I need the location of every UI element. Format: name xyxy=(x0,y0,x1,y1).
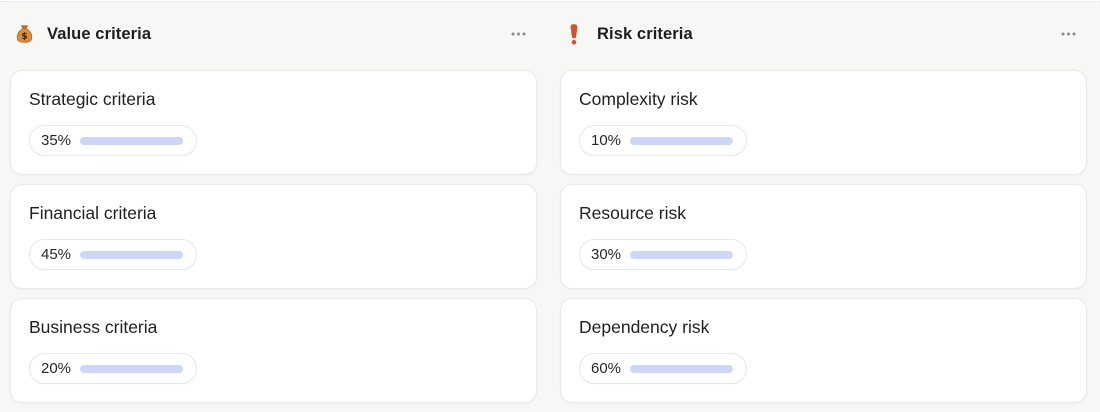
card-list: Complexity risk 10% Resource risk 30% xyxy=(560,70,1087,403)
money-bag-icon: $ xyxy=(12,22,36,46)
percent-label: 10% xyxy=(591,132,622,149)
column-title: Risk criteria xyxy=(597,24,693,43)
column-risk-criteria: Risk criteria Complexity risk 10% xyxy=(560,16,1087,403)
progress-bar xyxy=(630,136,734,145)
card-strategic-criteria[interactable]: Strategic criteria 35% xyxy=(10,70,537,175)
exclamation-mark-icon xyxy=(562,22,586,46)
ellipsis-icon xyxy=(511,32,525,36)
card-title: Complexity risk xyxy=(579,89,698,109)
column-menu-button[interactable] xyxy=(1055,22,1081,46)
percent-label: 30% xyxy=(591,246,622,263)
percent-label: 20% xyxy=(41,360,72,377)
card-business-criteria[interactable]: Business criteria 20% xyxy=(10,298,537,403)
svg-text:$: $ xyxy=(21,31,27,42)
card-title: Financial criteria xyxy=(29,203,157,223)
progress-bar xyxy=(80,250,184,259)
card-resource-risk[interactable]: Resource risk 30% xyxy=(560,184,1087,289)
progress-bar xyxy=(630,250,734,259)
progress-badge: 35% xyxy=(29,125,198,156)
column-header: $ Value criteria xyxy=(10,16,537,52)
card-title: Business criteria xyxy=(29,317,158,337)
progress-bar xyxy=(80,364,184,373)
percent-label: 45% xyxy=(41,246,72,263)
progress-badge: 60% xyxy=(579,353,748,384)
ellipsis-icon xyxy=(1061,32,1075,36)
progress-bar xyxy=(630,364,734,373)
percent-label: 60% xyxy=(591,360,622,377)
column-header: Risk criteria xyxy=(560,16,1087,52)
column-menu-button[interactable] xyxy=(505,22,531,46)
top-divider xyxy=(0,0,1100,2)
progress-badge: 20% xyxy=(29,353,198,384)
card-complexity-risk[interactable]: Complexity risk 10% xyxy=(560,70,1087,175)
progress-bar xyxy=(80,136,184,145)
card-title: Resource risk xyxy=(579,203,686,223)
card-list: Strategic criteria 35% Financial criteri… xyxy=(10,70,537,403)
progress-badge: 10% xyxy=(579,125,748,156)
percent-label: 35% xyxy=(41,132,72,149)
kanban-board: $ Value criteria Strategic criteria 35% xyxy=(0,2,1100,403)
progress-badge: 45% xyxy=(29,239,198,270)
column-title: Value criteria xyxy=(47,24,152,43)
card-title: Dependency risk xyxy=(579,317,710,337)
card-title: Strategic criteria xyxy=(29,89,156,109)
progress-badge: 30% xyxy=(579,239,748,270)
column-value-criteria: $ Value criteria Strategic criteria 35% xyxy=(10,16,537,403)
card-dependency-risk[interactable]: Dependency risk 60% xyxy=(560,298,1087,403)
card-financial-criteria[interactable]: Financial criteria 45% xyxy=(10,184,537,289)
